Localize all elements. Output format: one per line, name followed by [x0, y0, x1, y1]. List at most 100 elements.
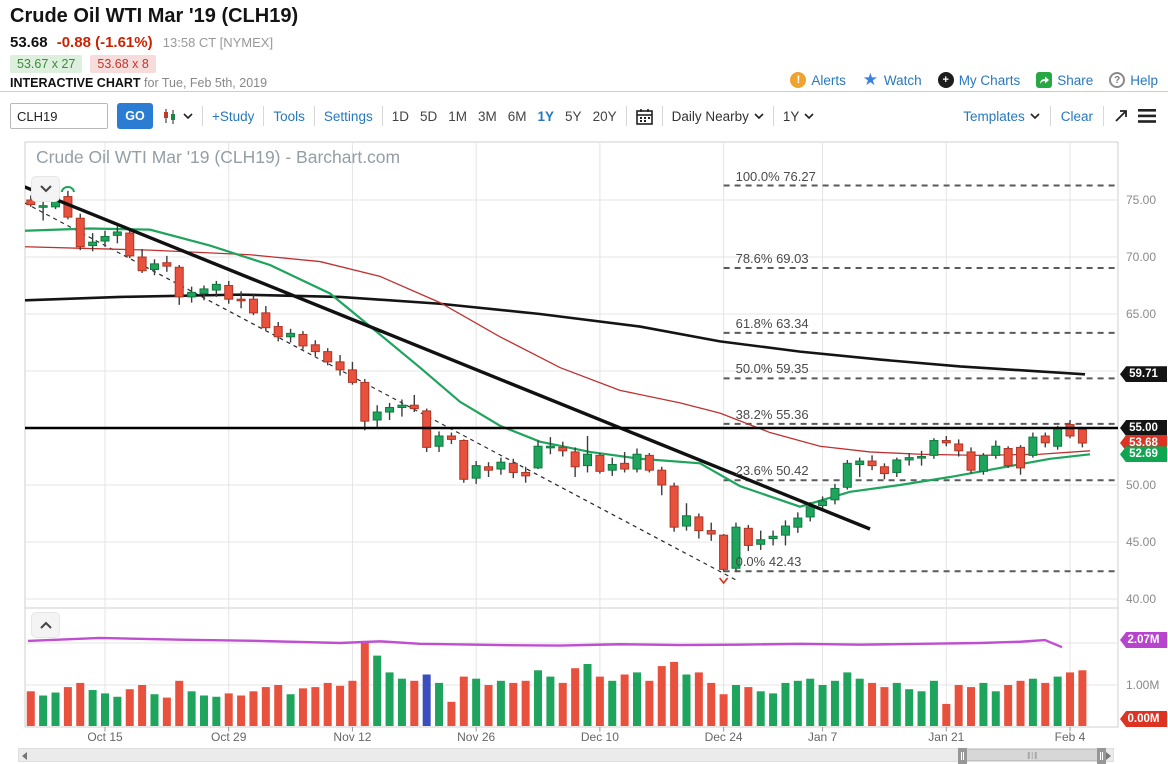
volume-bar[interactable] — [311, 687, 320, 726]
candle[interactable] — [211, 280, 221, 297]
candle[interactable] — [929, 438, 939, 459]
candle[interactable] — [508, 458, 518, 479]
watch-button[interactable]: ★ Watch — [862, 70, 922, 89]
candle[interactable] — [669, 482, 679, 532]
volume-bar[interactable] — [1066, 672, 1075, 726]
candle[interactable] — [793, 512, 803, 533]
volume-bar[interactable] — [670, 661, 679, 726]
candle[interactable] — [199, 285, 209, 301]
candle[interactable] — [261, 306, 271, 330]
volume-bar[interactable] — [830, 680, 839, 726]
volume-bar[interactable] — [125, 689, 134, 726]
volume-bar[interactable] — [397, 678, 406, 726]
volume-bar[interactable] — [991, 691, 1000, 726]
range-6m[interactable]: 6M — [507, 108, 527, 124]
scrollbar-left-handle[interactable] — [958, 748, 967, 764]
volume-bar[interactable] — [868, 682, 877, 726]
volume-bar[interactable] — [1078, 670, 1087, 726]
candle[interactable] — [38, 200, 48, 221]
candle[interactable] — [26, 195, 36, 207]
volume-bar[interactable] — [76, 682, 85, 726]
range-5d[interactable]: 5D — [419, 108, 438, 124]
candle[interactable] — [484, 462, 494, 478]
range-1y[interactable]: 1Y — [537, 108, 555, 124]
candle[interactable] — [879, 463, 889, 480]
candle[interactable] — [187, 286, 197, 303]
volume-bar[interactable] — [88, 690, 97, 726]
candle[interactable] — [978, 453, 988, 475]
volume-bar[interactable] — [546, 676, 555, 726]
candle[interactable] — [904, 453, 914, 466]
volume-bar[interactable] — [967, 687, 976, 726]
volume-bar[interactable] — [175, 680, 184, 726]
candle[interactable] — [397, 399, 407, 417]
volume-bar[interactable] — [286, 694, 295, 726]
candle[interactable] — [830, 483, 840, 505]
candle[interactable] — [533, 440, 543, 470]
volume-bar[interactable] — [843, 672, 852, 726]
candle[interactable] — [632, 448, 642, 473]
volume-bar[interactable] — [187, 691, 196, 726]
volume-bar[interactable] — [261, 687, 270, 726]
candle[interactable] — [558, 441, 568, 457]
volume-bar[interactable] — [719, 694, 728, 726]
candle[interactable] — [112, 226, 122, 244]
volume-bar[interactable] — [484, 685, 493, 726]
volume-bar[interactable] — [608, 680, 617, 726]
candle[interactable] — [941, 435, 951, 447]
collapse-price-panel-button[interactable] — [31, 176, 60, 202]
volume-bar[interactable] — [385, 672, 394, 726]
volume-bar[interactable] — [373, 655, 382, 726]
volume-bar[interactable] — [360, 640, 369, 726]
time-scrollbar-thumb[interactable] — [958, 748, 1106, 764]
volume-bar[interactable] — [249, 691, 258, 726]
candle[interactable] — [545, 437, 555, 455]
volume-bar[interactable] — [323, 682, 332, 726]
tools-button[interactable]: Tools — [273, 108, 305, 124]
volume-bar[interactable] — [756, 691, 765, 726]
volume-bar[interactable] — [447, 701, 456, 726]
candle[interactable] — [1077, 426, 1087, 448]
clear-button[interactable]: Clear — [1060, 108, 1093, 124]
scrollbar-grip[interactable] — [1027, 752, 1037, 759]
collapse-volume-panel-button[interactable] — [31, 612, 60, 638]
volume-bar[interactable] — [1016, 680, 1025, 726]
downtrend-line[interactable] — [20, 185, 871, 531]
range-20y[interactable]: 20Y — [592, 108, 617, 124]
volume-bar[interactable] — [632, 672, 641, 726]
volume-bar[interactable] — [101, 693, 110, 726]
candle[interactable] — [347, 361, 357, 385]
candle[interactable] — [385, 402, 395, 421]
volume-bar[interactable] — [422, 674, 431, 727]
volume-bar[interactable] — [905, 689, 914, 726]
candle[interactable] — [620, 451, 630, 473]
volume-bar[interactable] — [595, 676, 604, 726]
volume-bar[interactable] — [954, 685, 963, 726]
volume-bar[interactable] — [521, 680, 530, 726]
volume-bar[interactable] — [979, 682, 988, 726]
volume-bar[interactable] — [781, 682, 790, 726]
candle[interactable] — [446, 432, 456, 444]
volume-bar[interactable] — [707, 682, 716, 726]
volume-bar[interactable] — [694, 672, 703, 726]
candle[interactable] — [1028, 432, 1038, 458]
candle[interactable] — [756, 530, 766, 550]
candle[interactable] — [991, 440, 1001, 459]
scrollbar-right-arrow-icon[interactable] — [1106, 751, 1111, 760]
candle[interactable] — [335, 355, 345, 376]
candle[interactable] — [1040, 432, 1050, 448]
volume-bar[interactable] — [435, 682, 444, 726]
range-1m[interactable]: 1M — [448, 108, 467, 124]
candle[interactable] — [88, 233, 98, 252]
candle[interactable] — [174, 264, 184, 305]
candle[interactable] — [607, 457, 617, 476]
candle[interactable] — [1053, 425, 1063, 450]
volume-bar[interactable] — [237, 695, 246, 727]
candle[interactable] — [917, 450, 927, 466]
candle[interactable] — [409, 394, 419, 413]
symbol-input[interactable] — [10, 103, 108, 129]
time-scrollbar-track[interactable] — [18, 748, 1114, 764]
volume-bar[interactable] — [880, 687, 889, 726]
candle[interactable] — [1016, 445, 1026, 475]
volume-bar[interactable] — [731, 685, 740, 726]
